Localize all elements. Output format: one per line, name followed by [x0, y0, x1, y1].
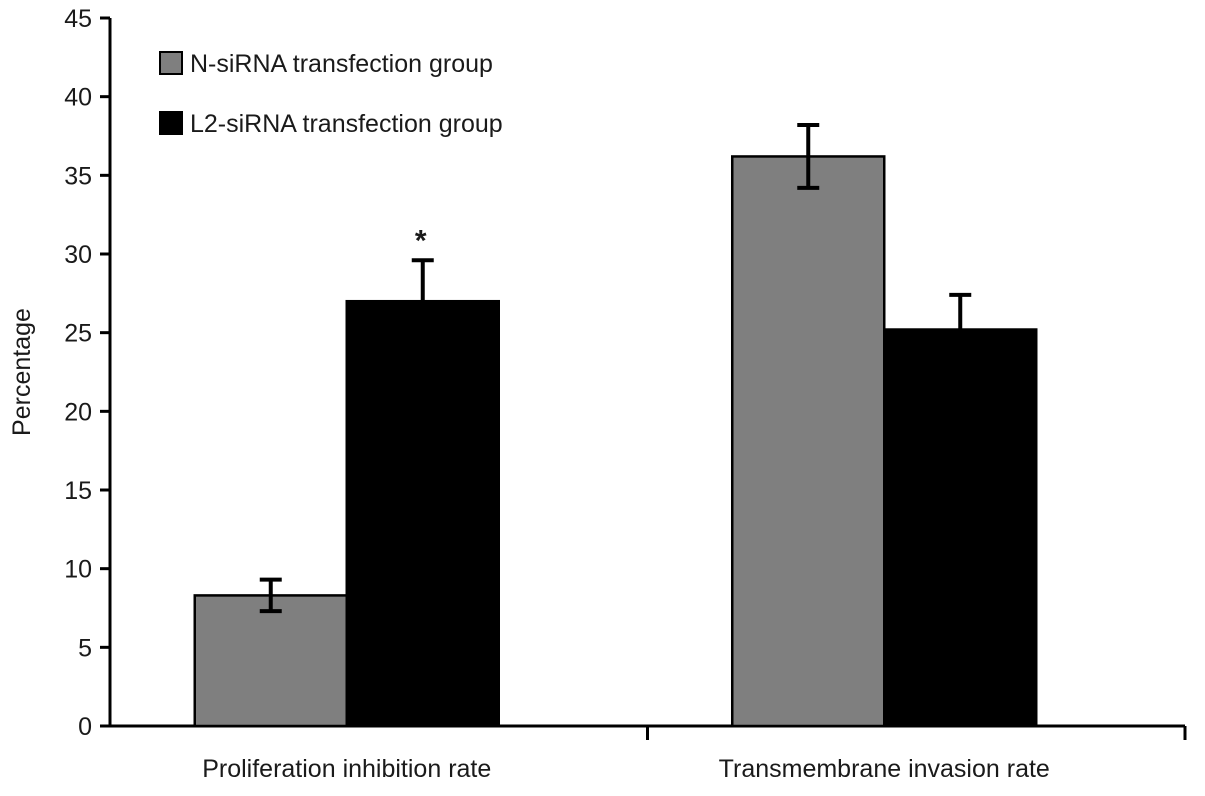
significance-marker: * [415, 224, 427, 257]
x-category-label: Proliferation inhibition rate [202, 755, 491, 783]
y-tick-label: 40 [64, 84, 92, 112]
bar-1-0 [731, 155, 886, 728]
bar-1-1 [883, 328, 1038, 728]
labels: 0 5 10 15 20 25 30 35 40 45 Percentage Proliferatio… [8, 5, 1050, 783]
bars [193, 155, 1038, 728]
y-tick-label: 30 [64, 241, 92, 269]
y-tick-label: 45 [64, 5, 92, 33]
y-tick-label: 25 [64, 320, 92, 348]
y-tick-label: 15 [64, 477, 92, 505]
bar-0-0 [193, 594, 348, 728]
legend-swatch-0 [159, 51, 183, 75]
legend: N-siRNA transfection group L2-siRNA trans… [159, 50, 503, 138]
legend-label-1: L2-siRNA transfection group [190, 110, 503, 138]
y-tick-label: 10 [64, 556, 92, 584]
y-tick-label: 0 [78, 713, 92, 741]
y-axis-label: Percentage [8, 308, 36, 436]
bar-0-1 [345, 299, 500, 728]
legend-label-0: N-siRNA transfection group [190, 50, 493, 78]
error-bars [259, 122, 972, 614]
legend-swatch-1 [159, 111, 183, 135]
y-tick-label: 35 [64, 162, 92, 190]
y-tick-label: 20 [64, 398, 92, 426]
y-tick-label: 5 [78, 634, 92, 662]
x-category-label: Transmembrane invasion rate [719, 755, 1050, 783]
